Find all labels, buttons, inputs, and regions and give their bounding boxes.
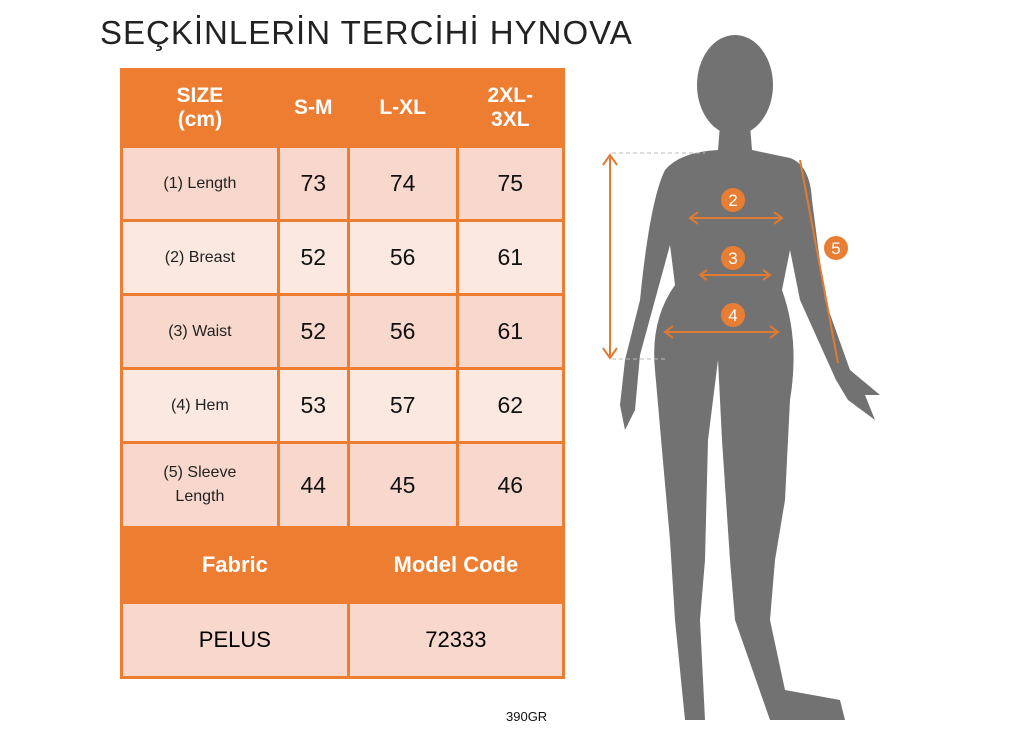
cell: 52 bbox=[276, 293, 350, 370]
cell: 61 bbox=[455, 219, 566, 296]
header-row: SIZE (cm) S-M L-XL 2XL- 3XL bbox=[120, 68, 566, 148]
weight-label: 390GR bbox=[506, 709, 548, 724]
fabric-header-row: Fabric Model Code bbox=[120, 526, 566, 604]
measure-arrows bbox=[602, 152, 839, 364]
cell: 57 bbox=[346, 367, 459, 444]
model-code-label: Model Code bbox=[346, 526, 566, 604]
header-s-m: S-M bbox=[276, 68, 350, 148]
table-row: (1) Length 73 74 75 bbox=[120, 145, 566, 222]
cell: 56 bbox=[346, 219, 459, 296]
body-silhouette-figure: 1 2 3 4 5 bbox=[602, 35, 880, 720]
model-code-value: 72333 bbox=[346, 601, 566, 679]
marker-5-icon bbox=[824, 236, 848, 260]
header-2xl-3xl: 2XL- 3XL bbox=[455, 68, 566, 148]
marker-5: 5 bbox=[831, 239, 840, 258]
row-label: (4) Hem bbox=[120, 367, 280, 444]
cell: 56 bbox=[346, 293, 459, 370]
size-chart-table: SIZE (cm) S-M L-XL 2XL- 3XL (1) Length 7… bbox=[120, 68, 566, 679]
cell: 45 bbox=[346, 441, 459, 529]
table-row: (4) Hem 53 57 62 bbox=[120, 367, 566, 444]
cell: 61 bbox=[455, 293, 566, 370]
fabric-value: PELUS bbox=[120, 601, 350, 679]
marker-2-icon bbox=[721, 188, 745, 212]
marker-4-icon bbox=[721, 303, 745, 327]
marker-3-icon bbox=[721, 246, 745, 270]
cell: 44 bbox=[276, 441, 350, 529]
marker-4: 4 bbox=[728, 306, 737, 325]
header-size: SIZE (cm) bbox=[120, 68, 280, 148]
cell: 53 bbox=[276, 367, 350, 444]
cell: 75 bbox=[455, 145, 566, 222]
fabric-label: Fabric bbox=[120, 526, 350, 604]
row-label: (5) Sleeve Length bbox=[120, 441, 280, 529]
table-row: (3) Waist 52 56 61 bbox=[120, 293, 566, 370]
header-l-xl: L-XL bbox=[346, 68, 459, 148]
cell: 73 bbox=[276, 145, 350, 222]
fabric-value-row: PELUS 72333 bbox=[120, 601, 566, 679]
table-row: (5) Sleeve Length 44 45 46 bbox=[120, 441, 566, 529]
marker-2: 2 bbox=[728, 191, 737, 210]
watermark: SEÇKİNLERİN TERCİHİ HYNOVA bbox=[100, 14, 633, 51]
cell: 52 bbox=[276, 219, 350, 296]
marker-3: 3 bbox=[728, 249, 737, 268]
cell: 62 bbox=[455, 367, 566, 444]
row-label: (1) Length bbox=[120, 145, 280, 222]
row-label: (2) Breast bbox=[120, 219, 280, 296]
cell: 46 bbox=[455, 441, 566, 529]
cell: 74 bbox=[346, 145, 459, 222]
silhouette bbox=[620, 35, 880, 720]
row-label: (3) Waist bbox=[120, 293, 280, 370]
table-row: (2) Breast 52 56 61 bbox=[120, 219, 566, 296]
